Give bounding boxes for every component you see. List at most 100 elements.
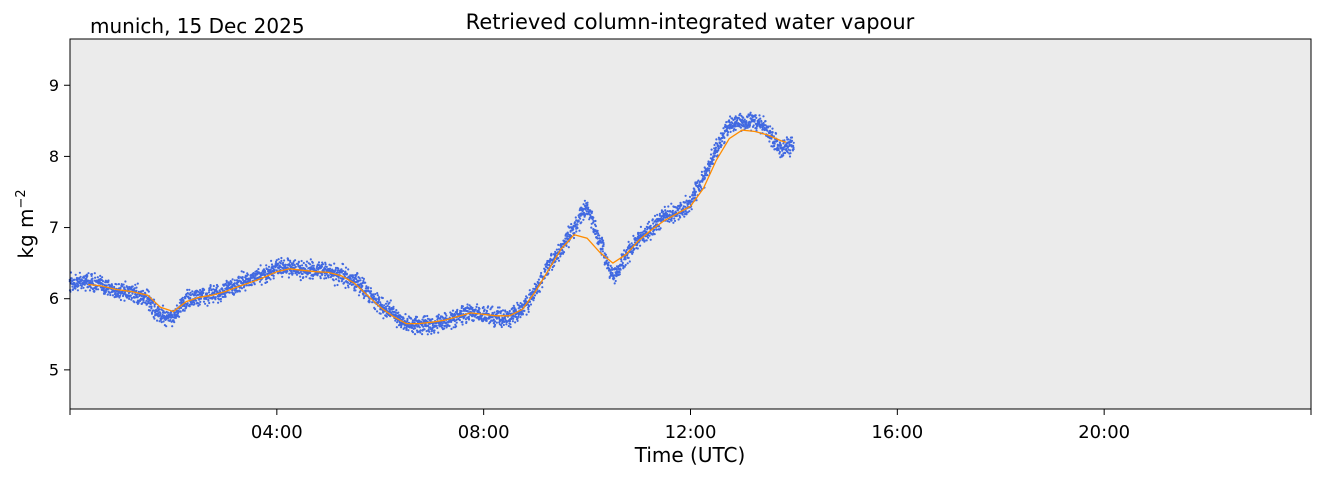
scatter-point-2911 [670, 217, 673, 220]
scatter-point-3272 [745, 120, 748, 123]
scatter-point-1850 [451, 313, 454, 316]
scatter-point-945 [264, 271, 267, 274]
scatter-point-3464 [785, 147, 788, 151]
scatter-point-3452 [782, 142, 785, 145]
scatter-point-1348 [347, 286, 350, 289]
scatter-point-2891 [666, 220, 669, 223]
scatter-point-1748 [430, 332, 433, 335]
scatter-point-593 [191, 290, 194, 293]
scatter-point-170 [103, 292, 106, 295]
scatter-point-1421 [362, 279, 365, 283]
scatter-point-3188 [728, 119, 731, 122]
scatter-point-621 [197, 304, 200, 307]
scatter-point-698 [212, 284, 215, 288]
scatter-point-757 [225, 284, 228, 287]
scatter-point-542 [180, 301, 183, 304]
scatter-point-2916 [672, 221, 675, 224]
scatter-point-1366 [351, 276, 354, 279]
scatter-point-1963 [474, 308, 477, 311]
scatter-point-553 [183, 304, 186, 308]
scatter-point-746 [222, 295, 226, 298]
scatter-point-1628 [405, 328, 408, 331]
scatter-point-755 [224, 295, 227, 298]
scatter-point-1132 [302, 261, 305, 265]
scatter-point-3458 [783, 151, 786, 154]
scatter-point-1455 [369, 287, 372, 290]
scatter-point-1708 [422, 325, 425, 328]
scatter-point-1514 [381, 296, 384, 300]
scatter-point-1449 [368, 300, 371, 303]
scatter-point-2506 [587, 208, 590, 211]
scatter-point-3127 [715, 138, 718, 141]
scatter-point-2102 [503, 320, 506, 323]
scatter-point-2017 [485, 319, 488, 322]
scatter-point-1294 [336, 271, 339, 274]
scatter-point-674 [208, 301, 211, 305]
scatter-point-2824 [652, 229, 655, 232]
scatter-point-2872 [662, 216, 666, 219]
scatter-point-466 [165, 325, 168, 328]
scatter-point-2198 [523, 309, 526, 312]
scatter-point-635 [199, 297, 202, 300]
scatter-point-2745 [636, 247, 639, 250]
scatter-point-2362 [557, 243, 560, 246]
scatter-point-1563 [392, 307, 395, 310]
scatter-point-1855 [452, 326, 455, 329]
scatter-point-2329 [550, 252, 553, 255]
scatter-point-197 [109, 293, 112, 297]
scatter-point-301 [130, 296, 133, 300]
scatter-point-2313 [547, 272, 550, 275]
scatter-point-3111 [712, 158, 715, 161]
scatter-point-1713 [423, 328, 426, 331]
scatter-point-1126 [301, 272, 304, 275]
scatter-point-1865 [454, 313, 457, 316]
scatter-point-2203 [524, 297, 527, 301]
scatter-point-919 [258, 280, 262, 283]
scatter-point-393 [150, 307, 153, 310]
scatter-point-563 [185, 306, 188, 309]
scatter-point-2687 [624, 258, 627, 261]
scatter-point-2296 [543, 270, 547, 273]
scatter-point-3130 [715, 150, 719, 154]
scatter-point-2560 [598, 234, 601, 237]
scatter-point-929 [260, 283, 263, 286]
scatter-point-1692 [418, 326, 421, 329]
scatter-point-1843 [450, 320, 453, 323]
scatter-point-1380 [354, 289, 357, 292]
scatter-point-2887 [665, 212, 669, 216]
scatter-point-896 [253, 283, 256, 286]
scatter-point-1462 [371, 301, 374, 304]
scatter-point-1774 [435, 324, 438, 327]
scatter-point-1457 [369, 290, 373, 293]
x-axis: 04:00 08:00 12:00 16:00 20:00 [69, 409, 1312, 443]
scatter-point-433 [158, 320, 161, 323]
scatter-point-3376 [767, 125, 770, 128]
scatter-point-3148 [719, 145, 723, 149]
y-tick-label: 9 [49, 76, 59, 95]
scatter-point-1289 [335, 278, 338, 281]
scatter-point-2688 [624, 263, 627, 267]
scatter-point-434 [158, 308, 161, 311]
scatter-point-2810 [649, 238, 652, 241]
scatter-point-305 [131, 292, 134, 295]
scatter-point-2490 [583, 214, 587, 217]
scatter-point-3485 [789, 149, 792, 152]
scatter-point-572 [186, 292, 189, 295]
scatter-point-1894 [460, 310, 463, 313]
scatter-point-3083 [706, 174, 709, 177]
scatter-point-3291 [749, 111, 752, 114]
scatter-point-3406 [773, 144, 776, 148]
scatter-point-2219 [527, 310, 530, 313]
y-tick-label: 7 [49, 218, 59, 237]
scatter-point-3473 [786, 151, 789, 154]
scatter-point-2555 [597, 232, 600, 235]
scatter-point-722 [218, 298, 221, 301]
scatter-point-2826 [653, 233, 656, 236]
scatter-point-2624 [611, 268, 614, 271]
scatter-point-1301 [337, 276, 340, 279]
scatter-point-2952 [679, 201, 682, 204]
scatter-point-1924 [466, 303, 469, 306]
scatter-point-1165 [309, 277, 312, 280]
scatter-point-1837 [448, 324, 451, 327]
scatter-point-2180 [519, 302, 522, 305]
